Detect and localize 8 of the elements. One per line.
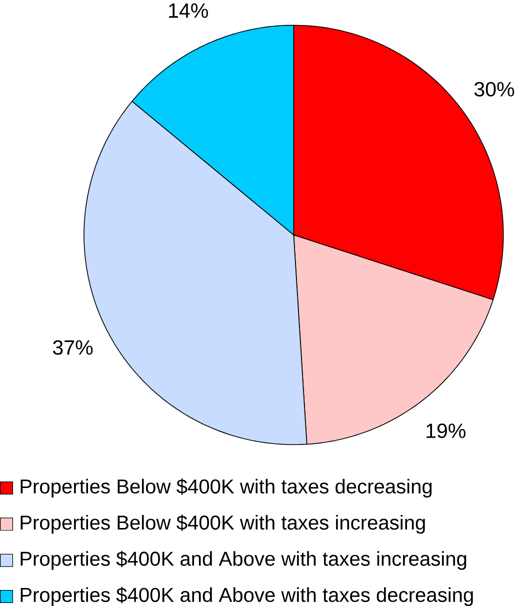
data-label: 30% — [474, 82, 514, 97]
data-label: 37% — [52, 340, 93, 355]
legend-label: Properties Below $400K with taxes decreasing — [20, 478, 432, 498]
legend-label: Properties $400K and Above with taxes increasing — [20, 550, 466, 570]
legend-label: Properties $400K and Above with taxes decreasing — [20, 586, 473, 606]
data-label: 14% — [168, 3, 208, 18]
data-label: 19% — [426, 424, 466, 438]
legend-label: Properties Below $400K with taxes increasing — [20, 514, 425, 534]
